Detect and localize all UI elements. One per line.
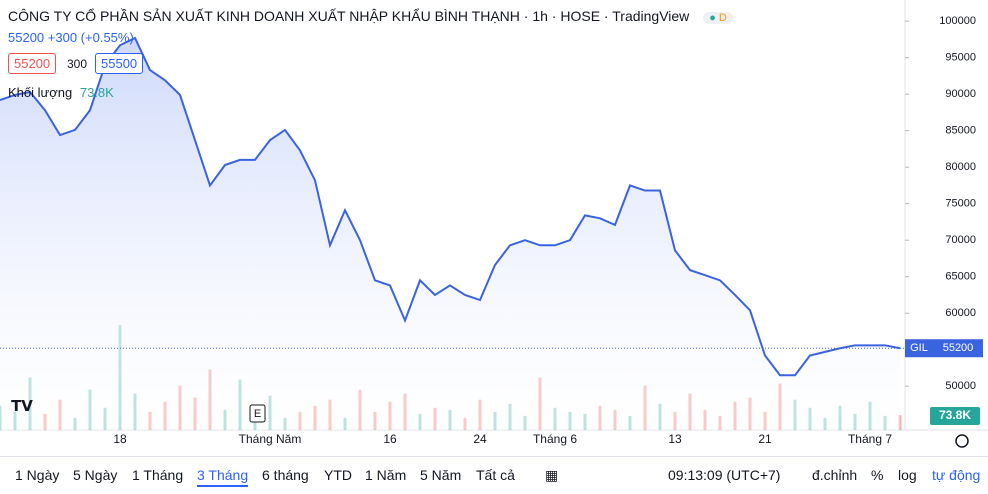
- price-tag-label: 55200: [943, 342, 974, 354]
- volume-title: Khối lượng: [8, 85, 73, 100]
- symbol-tag: [905, 339, 933, 358]
- y-tick-label: 75000: [945, 198, 976, 210]
- range-button[interactable]: 1 Ngày: [15, 467, 60, 483]
- chart-header: CÔNG TY CỔ PHẦN SẢN XUẤT KINH DOANH XUẤT…: [8, 8, 733, 24]
- y-tick-label: 95000: [945, 52, 976, 64]
- price-tag: [933, 339, 983, 358]
- y-tick-label: 80000: [945, 161, 976, 173]
- x-tick-label: 13: [668, 432, 682, 446]
- y-tick-label: 85000: [945, 125, 976, 137]
- bid[interactable]: 55200: [8, 53, 57, 74]
- y-tick-label: 70000: [945, 234, 976, 246]
- volume-legend: Khối lượng 73.8K: [8, 85, 114, 100]
- y-tick-label: 60000: [945, 307, 976, 319]
- symbol-name: CÔNG TY CỔ PHẦN SẢN XUẤT KINH DOANH XUẤT…: [8, 8, 520, 24]
- x-tick-label: Tháng 7: [848, 432, 892, 446]
- exchange: HOSE: [560, 8, 601, 24]
- y-tick-label: 90000: [945, 88, 976, 100]
- x-tick-label: 24: [473, 432, 487, 446]
- logo: 𝗧𝗩: [11, 398, 33, 415]
- change: +300 (+0.55%): [47, 30, 134, 45]
- x-tick-label: Tháng 6: [533, 432, 577, 446]
- range-button[interactable]: 3 Tháng: [197, 467, 249, 487]
- spread: 300: [67, 57, 88, 71]
- price-line: [0, 36, 901, 377]
- y-tick-label: 100000: [939, 15, 976, 27]
- event-label: E: [254, 408, 261, 420]
- settings-icon[interactable]: [955, 434, 969, 448]
- chart: 5000055000600006500070000750008000085000…: [0, 0, 988, 448]
- percent-button[interactable]: %: [871, 467, 884, 483]
- volume-value: 73.8K: [79, 85, 114, 100]
- adjust-button[interactable]: đ.chỉnh: [812, 467, 858, 483]
- toolbar: 1 Ngày 5 Ngày 1 Tháng 3 Tháng 6 tháng YTD 1 Nă…: [0, 456, 988, 494]
- status-badge[interactable]: ● D: [703, 12, 733, 24]
- range-button[interactable]: 1 Năm: [365, 467, 407, 483]
- volume-tag: [930, 407, 980, 425]
- ask[interactable]: 55500: [95, 53, 144, 74]
- price-area: [0, 37, 900, 431]
- calendar-icon[interactable]: ▦: [545, 467, 559, 483]
- range-button[interactable]: YTD: [324, 467, 352, 483]
- log-button[interactable]: log: [898, 467, 917, 483]
- range-button[interactable]: 1 Tháng: [132, 467, 184, 483]
- interval: 1h: [532, 8, 548, 24]
- volume-tag-label: 73.8K: [939, 408, 971, 422]
- x-tick-label: 18: [113, 432, 127, 446]
- price-line: 55200 +300 (+0.55%): [8, 30, 134, 45]
- range-button[interactable]: 5 Ngày: [73, 467, 118, 483]
- x-tick-label: 16: [383, 432, 397, 446]
- x-tick-label: Tháng Năm: [239, 432, 302, 446]
- range-button[interactable]: 6 tháng: [262, 467, 309, 483]
- y-tick-label: 50000: [945, 380, 976, 392]
- range-button[interactable]: Tất cả: [476, 467, 515, 483]
- price: 55200: [8, 30, 45, 45]
- badge: D: [718, 12, 727, 24]
- symbol-label: GIL: [910, 342, 928, 354]
- time: 09:13:09 (UTC+7): [668, 467, 781, 483]
- x-tick-label: 21: [758, 432, 772, 446]
- range-button[interactable]: 5 Năm: [420, 467, 462, 483]
- event-marker: [249, 404, 266, 423]
- source: TradingView: [612, 8, 690, 24]
- y-tick-label: 65000: [945, 271, 976, 283]
- auto-button[interactable]: tự động: [932, 467, 981, 483]
